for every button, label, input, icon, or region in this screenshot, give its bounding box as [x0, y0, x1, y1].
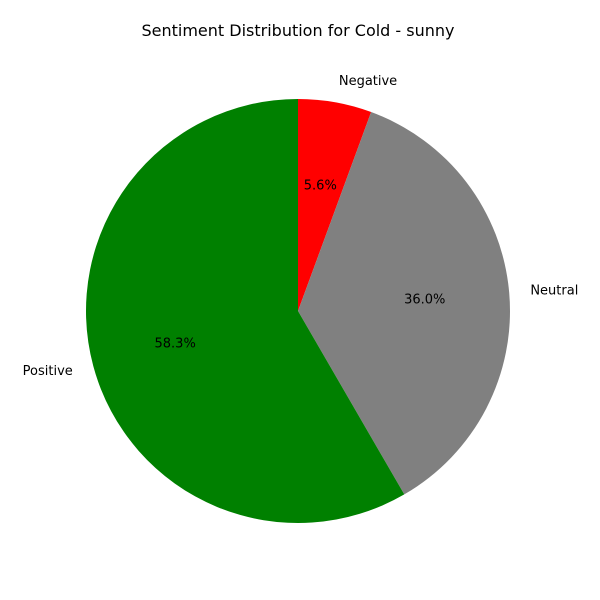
pie-labels: Negative 5.6% Neutral 36.0% Positive 58.3%: [23, 74, 579, 379]
slice-label-negative: Negative: [339, 74, 397, 89]
slice-percent-negative: 5.6%: [304, 178, 337, 193]
chart-title: Sentiment Distribution for Cold - sunny: [141, 21, 454, 40]
slice-percent-neutral: 36.0%: [404, 293, 445, 308]
pie-slices: [85, 99, 510, 523]
slice-label-neutral: Neutral: [530, 283, 578, 298]
pie-slice-positive: [85, 99, 405, 523]
slice-label-positive: Positive: [23, 364, 73, 379]
pie-slice-neutral: [298, 112, 510, 495]
slice-percent-positive: 58.3%: [155, 337, 196, 352]
pie-slice-negative: [298, 99, 372, 311]
